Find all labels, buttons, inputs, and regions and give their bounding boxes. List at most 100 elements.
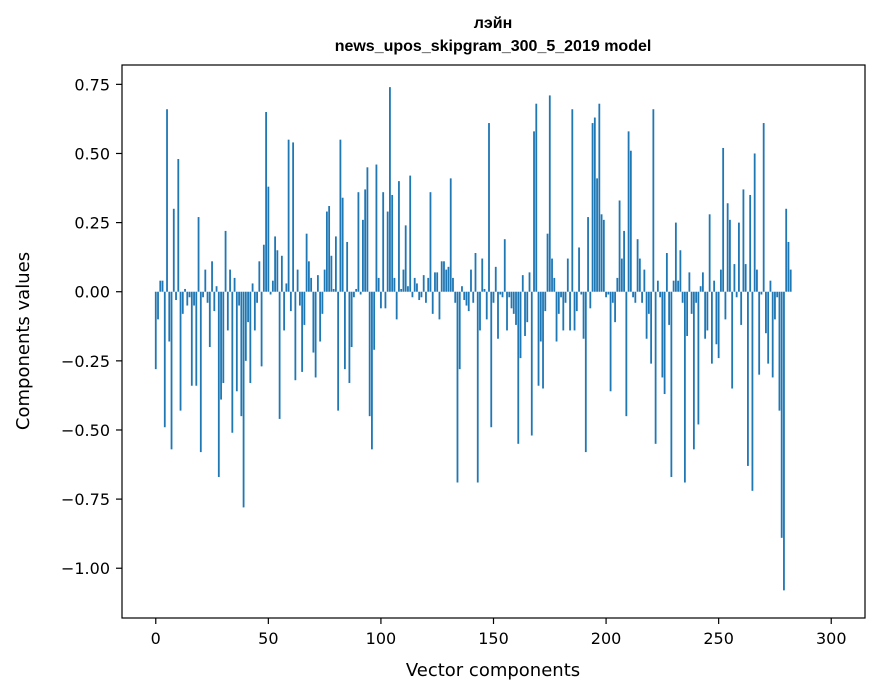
bar-component-39 [242,291,245,508]
bar-component-4 [163,291,166,428]
y-tick-label: −0.25 [61,352,110,371]
bar-component-189 [580,291,583,295]
bar-component-195 [593,117,596,292]
bar-component-185 [571,109,574,292]
bar-component-184 [569,291,571,331]
bar-component-173 [544,291,547,312]
bar-component-74 [321,291,324,314]
bar-component-147 [485,291,488,320]
bar-component-50 [267,186,270,292]
bar-component-194 [591,123,594,292]
bar-component-265 [751,291,754,491]
x-axis-ticks: 0 50 100 150 200 250 300 [151,618,847,648]
bar-component-37 [238,291,240,306]
bar-component-48 [262,244,265,292]
bar-component-256 [731,291,734,389]
bar-component-6 [168,291,171,342]
bar-component-135 [458,291,461,370]
bar-component-274 [771,291,774,378]
bar-component-113 [409,175,412,292]
bar-component-216 [641,291,643,303]
bar-component-243 [701,272,704,292]
x-tick-label: 0 [151,629,161,648]
bar-component-217 [643,269,646,292]
bar-component-88 [353,291,355,298]
bar-component-229 [670,291,673,477]
bar-component-186 [573,291,576,331]
bar-component-252 [722,147,725,292]
bar-component-192 [587,217,589,292]
bar-component-123 [431,291,434,314]
bar-component-211 [629,150,632,292]
x-axis-label: Vector components [406,660,580,681]
bar-component-41 [247,291,249,323]
bar-component-117 [418,291,421,301]
bar-component-273 [769,280,772,292]
bar-component-1 [157,291,159,320]
bar-component-14 [186,291,189,306]
bar-component-107 [395,291,398,320]
bar-component-261 [742,189,745,292]
bar-component-237 [688,272,691,292]
bar-component-248 [713,280,716,292]
bar-component-94 [366,167,369,292]
bar-component-207 [620,258,623,292]
bar-component-263 [747,291,749,466]
bar-component-200 [605,291,607,298]
y-tick-label: 0.75 [74,75,110,94]
bar-component-233 [679,250,682,292]
bar-component-68 [307,261,310,292]
bar-component-227 [665,253,668,292]
bar-component-146 [483,288,486,292]
bar-component-266 [753,153,756,292]
bar-component-196 [596,178,598,292]
bar-component-26 [213,291,216,312]
bar-component-203 [611,291,614,303]
bar-component-36 [235,291,238,392]
bar-component-69 [310,277,313,292]
bar-component-155 [503,239,506,292]
bar-component-15 [188,291,191,298]
bar-component-272 [767,291,770,364]
x-tick-label: 150 [478,629,509,648]
bar-component-145 [481,258,484,292]
bar-component-47 [260,291,263,367]
bar-component-0 [154,291,157,370]
bar-component-42 [249,291,252,383]
bar-component-165 [526,291,529,323]
bar-component-188 [578,247,580,292]
bar-component-205 [616,277,619,292]
bar-component-77 [328,206,331,292]
bar-component-257 [733,264,736,292]
bar-component-238 [690,291,693,314]
bar-component-80 [334,236,337,292]
bar-component-70 [312,291,315,353]
bar-component-45 [256,291,258,303]
bar-component-249 [715,291,718,345]
bar-component-190 [582,291,585,339]
bar-component-148 [488,123,490,292]
bar-component-98 [375,164,378,292]
bar-component-157 [508,291,511,298]
bar-component-142 [474,253,477,292]
bar-component-225 [661,291,664,378]
bar-component-89 [355,288,358,292]
bar-component-54 [276,250,279,292]
bar-component-120 [425,291,427,303]
bar-component-151 [494,266,497,292]
bar-component-212 [632,291,634,298]
y-axis-label: Components values [13,252,34,430]
bar-component-58 [285,283,288,292]
bar-component-277 [778,291,781,411]
bar-component-156 [506,291,508,331]
bar-component-236 [686,291,689,336]
bar-component-84 [344,291,346,370]
bar-component-223 [656,280,659,292]
bar-component-108 [398,181,400,292]
bar-component-96 [371,291,373,450]
y-tick-label: 0.00 [74,283,110,302]
bar-component-242 [699,286,702,292]
bar-component-23 [206,291,209,303]
bar-component-16 [190,291,193,386]
bar-component-149 [490,291,493,428]
